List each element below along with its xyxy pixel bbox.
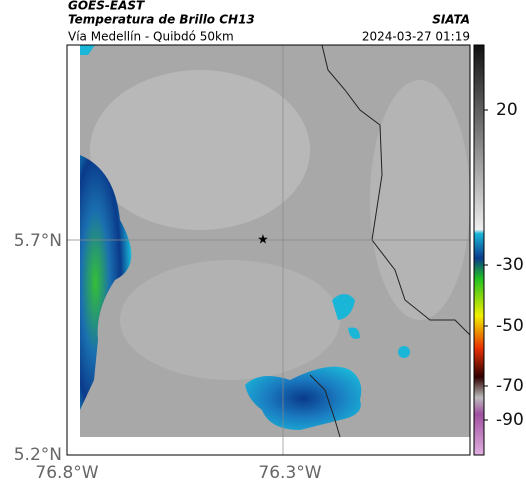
cloud-texture — [120, 260, 340, 380]
cold-cloud — [332, 294, 355, 320]
cold-cloud — [398, 346, 410, 358]
datetime: 2024-03-27 01:19 — [362, 30, 470, 44]
cold-cloud — [80, 45, 95, 55]
source: GOES-EAST — [68, 0, 145, 13]
brand: SIATA — [432, 13, 470, 27]
cold-cloud — [80, 155, 132, 410]
location-marker: ★ — [257, 233, 269, 248]
map-frame — [66, 44, 471, 456]
border — [321, 44, 471, 336]
colorbar-tick-label: -90 — [496, 410, 524, 430]
colorbar-tick-label: -50 — [496, 316, 524, 336]
cloud-texture — [370, 80, 470, 320]
cold-cloud — [245, 366, 362, 430]
colorbar-tick-label: -70 — [496, 376, 524, 396]
title: Temperatura de Brillo CH13 — [68, 13, 255, 27]
colorbar: 20 -30 -50 -70 -90 — [473, 44, 524, 456]
lon-label: 76.8°W — [35, 463, 98, 483]
lon-label: 76.3°W — [258, 463, 321, 483]
cold-cloud — [348, 327, 360, 339]
map: ★ — [66, 44, 471, 456]
cloud-texture — [90, 70, 310, 230]
colorbar-tick-label: 20 — [496, 100, 518, 120]
lat-label: 5.2°N — [14, 445, 62, 465]
border — [309, 374, 341, 438]
colorbar-scale — [473, 44, 485, 456]
subtitle: Vía Medellín - Quibdó 50km — [68, 30, 234, 44]
colorbar-tick-label: -30 — [496, 255, 524, 275]
lat-label: 5.7°N — [14, 231, 62, 251]
